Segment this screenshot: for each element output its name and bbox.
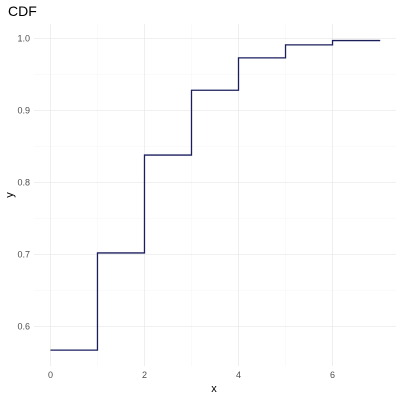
y-tick-label: 0.8: [17, 177, 30, 187]
x-tick-label: 6: [330, 370, 335, 380]
x-tick-label: 4: [236, 370, 241, 380]
x-axis-label: x: [211, 383, 217, 395]
y-axis-label: y: [4, 192, 16, 198]
series-layer: [50, 39, 381, 351]
y-tick-label: 0.9: [17, 105, 30, 115]
tick-labels: 0 2 4 6 0.6 0.7 0.8 0.9 1.0: [17, 33, 335, 380]
y-tick-label: 1.0: [17, 33, 30, 43]
cdf-step-line: [50, 39, 381, 351]
y-tick-label: 0.6: [17, 321, 30, 331]
x-tick-label: 2: [142, 370, 147, 380]
chart-title: CDF: [8, 3, 37, 19]
grid: [34, 24, 396, 366]
x-tick-label: 0: [48, 370, 53, 380]
y-tick-label: 0.7: [17, 249, 30, 259]
